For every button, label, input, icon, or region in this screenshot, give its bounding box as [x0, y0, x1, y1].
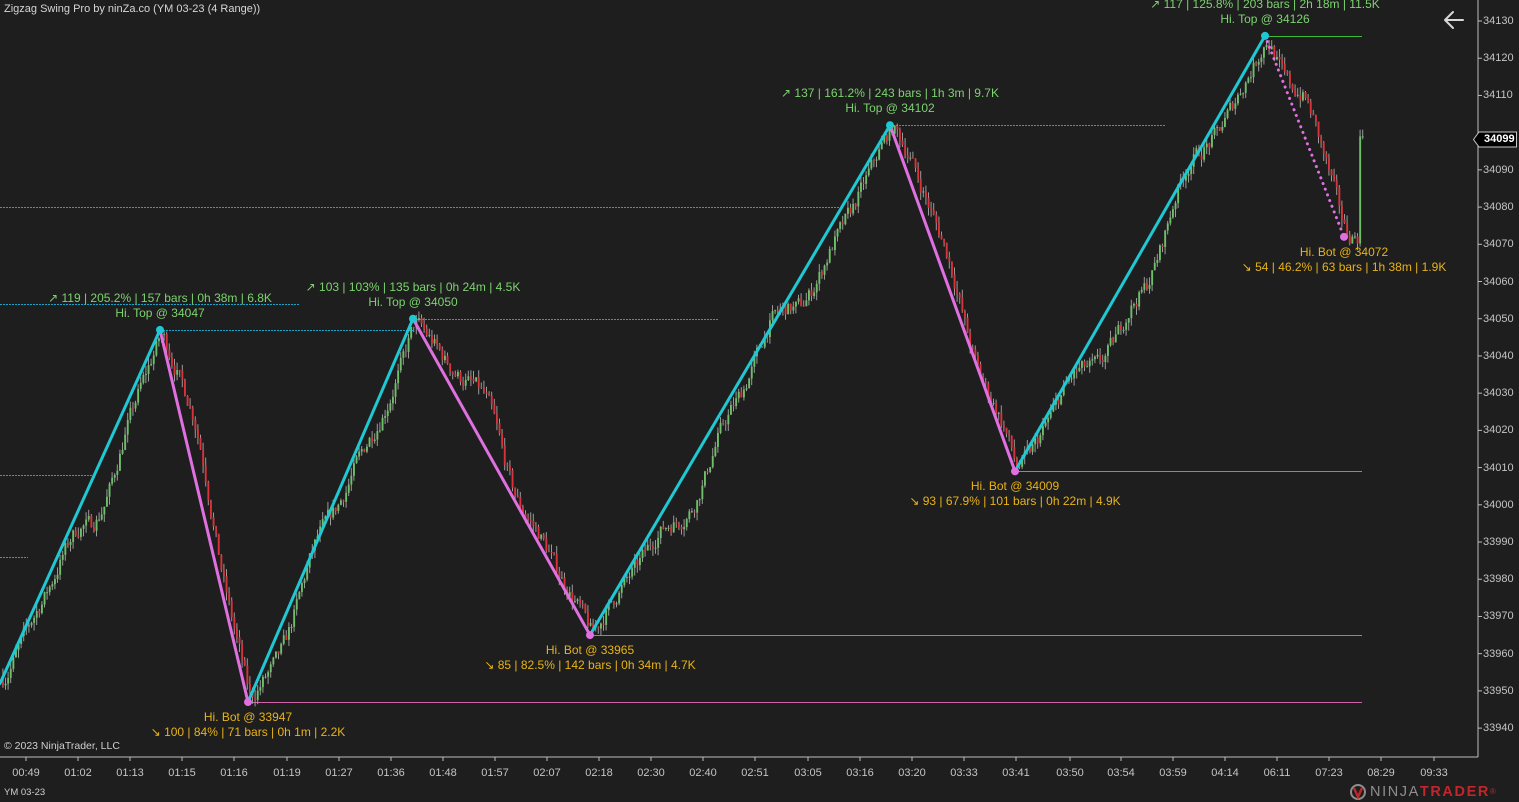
- zigzag-up-leg: [588, 123, 892, 637]
- swing-stats-label: ↘ 93 | 67.9% | 101 bars | 0h 22m | 4.9K: [909, 494, 1121, 509]
- x-tick-label: 02:07: [533, 767, 561, 779]
- y-tick-label: 33960: [1483, 647, 1514, 660]
- zigzag-up-leg: [1013, 34, 1267, 473]
- swing-top-dot[interactable]: [409, 314, 417, 323]
- swing-price-label: Hi. Bot @ 33965: [545, 643, 635, 658]
- y-tick-label: 34010: [1483, 461, 1514, 474]
- zigzag-up-leg: [0, 328, 162, 685]
- x-tick-label: 06:11: [1263, 767, 1291, 779]
- last-price-marker: [1473, 131, 1517, 148]
- logo-ninja-text: NINJA: [1370, 783, 1420, 800]
- x-tick-label: 01:27: [325, 767, 353, 779]
- swing-price-label: Hi. Top @ 34102: [845, 101, 935, 116]
- x-tick-label: 03:54: [1107, 767, 1135, 779]
- y-tick-label: 33940: [1483, 722, 1514, 735]
- instrument-label: YM 03-23: [4, 787, 46, 798]
- ninjatrader-logo: NINJA TRADER ®: [1349, 783, 1497, 800]
- y-tick-label: 34040: [1483, 349, 1514, 362]
- swing-price-label: Hi. Bot @ 33947: [203, 710, 293, 725]
- zigzag-down-leg: [888, 123, 1017, 473]
- y-tick-label: 34070: [1483, 238, 1514, 251]
- swing-top-dot[interactable]: [1261, 31, 1269, 40]
- logo-registered-mark: ®: [1489, 787, 1498, 796]
- swing-stats-label: ↗ 117 | 125.8% | 203 bars | 2h 18m | 11.…: [1150, 0, 1380, 11]
- x-tick-label: 03:20: [898, 767, 926, 779]
- candlesticks: [2, 40, 1364, 707]
- swing-top-dot[interactable]: [156, 325, 164, 334]
- arrow-left-icon[interactable]: [1441, 7, 1467, 33]
- y-tick-label: 33980: [1483, 573, 1514, 586]
- zigzag-up-leg: [246, 317, 415, 704]
- y-tick-label: 34020: [1483, 424, 1514, 437]
- swing-points: [156, 31, 1348, 707]
- y-tick-label: 33950: [1483, 684, 1514, 697]
- swing-stats-label: ↗ 137 | 161.2% | 243 bars | 1h 3m | 9.7K: [781, 86, 999, 101]
- x-tick-label: 08:29: [1367, 767, 1395, 779]
- x-tick-label: 00:49: [12, 767, 40, 779]
- chart-title: Zigzag Swing Pro by ninZa.co (YM 03-23 (…: [4, 3, 261, 15]
- x-tick-label: 01:16: [220, 767, 248, 779]
- x-tick-label: 03:16: [846, 767, 874, 779]
- ninja-logo-icon: [1350, 783, 1366, 800]
- x-tick-label: 02:18: [585, 767, 613, 779]
- x-tick-label: 02:51: [741, 767, 769, 779]
- copyright-text: © 2023 NinjaTrader, LLC: [4, 740, 120, 752]
- x-tick-label: 01:02: [64, 767, 92, 779]
- x-tick-label: 01:19: [273, 767, 301, 779]
- swing-price-label: Hi. Top @ 34126: [1220, 11, 1310, 26]
- y-tick-label: 33970: [1483, 610, 1514, 623]
- y-tick-label: 33990: [1483, 536, 1514, 549]
- swing-price-label: Hi. Top @ 34050: [368, 294, 458, 309]
- swing-top-dot[interactable]: [886, 121, 894, 130]
- y-tick-label: 34030: [1483, 387, 1514, 400]
- zigzag-down-leg: [411, 317, 592, 637]
- swing-price-label: Hi. Bot @ 34072: [1299, 244, 1389, 259]
- swing-level-lines: [0, 36, 1362, 703]
- swing-stats-label: ↗ 119 | 205.2% | 157 bars | 0h 38m | 6.8…: [48, 290, 272, 305]
- last-price-value: 34099: [1484, 133, 1515, 145]
- swing-stats-label: ↘ 54 | 46.2% | 63 bars | 1h 38m | 1.9K: [1241, 259, 1447, 274]
- x-tick-label: 04:14: [1211, 767, 1239, 779]
- y-tick-label: 34090: [1483, 163, 1514, 176]
- zigzag-lines: [0, 34, 1346, 704]
- x-tick-label: 03:50: [1056, 767, 1084, 779]
- swing-bottom-dot[interactable]: [586, 631, 594, 640]
- y-tick-label: 34120: [1483, 52, 1514, 65]
- swing-bottom-dot[interactable]: [244, 698, 252, 707]
- x-tick-label: 03:33: [950, 767, 978, 779]
- swing-stats-label: ↘ 100 | 84% | 71 bars | 0h 1m | 2.2K: [150, 725, 346, 740]
- x-tick-label: 02:40: [689, 767, 717, 779]
- x-tick-label: 02:30: [637, 767, 665, 779]
- y-tick-label: 34080: [1483, 201, 1514, 214]
- swing-stats-label: ↗ 103 | 103% | 135 bars | 0h 24m | 4.5K: [305, 279, 521, 294]
- axes: [0, 0, 1482, 761]
- swing-bottom-dot[interactable]: [1011, 467, 1019, 476]
- zigzag-down-leg: [1263, 34, 1346, 239]
- y-tick-label: 34060: [1483, 275, 1514, 288]
- swing-price-label: Hi. Bot @ 34009: [970, 479, 1060, 494]
- x-tick-label: 03:05: [794, 767, 822, 779]
- swing-price-label: Hi. Top @ 34047: [115, 305, 205, 320]
- y-tick-label: 34110: [1483, 89, 1513, 102]
- x-tick-label: 07:23: [1315, 767, 1343, 779]
- swing-stats-label: ↘ 85 | 82.5% | 142 bars | 0h 34m | 4.7K: [484, 658, 696, 673]
- x-tick-label: 03:41: [1002, 767, 1030, 779]
- x-tick-label: 09:33: [1420, 767, 1448, 779]
- x-tick-label: 01:36: [377, 767, 405, 779]
- x-tick-label: 01:48: [429, 767, 457, 779]
- x-tick-label: 01:15: [168, 767, 196, 779]
- zigzag-down-leg: [158, 328, 250, 704]
- logo-trader-text: TRADER: [1419, 783, 1490, 800]
- y-tick-label: 34000: [1483, 498, 1514, 511]
- y-tick-label: 34050: [1483, 312, 1514, 325]
- swing-bottom-dot[interactable]: [1340, 232, 1348, 241]
- x-tick-label: 01:57: [481, 767, 509, 779]
- x-tick-label: 03:59: [1159, 767, 1187, 779]
- y-tick-label: 34130: [1483, 15, 1514, 27]
- x-tick-label: 01:13: [116, 767, 144, 779]
